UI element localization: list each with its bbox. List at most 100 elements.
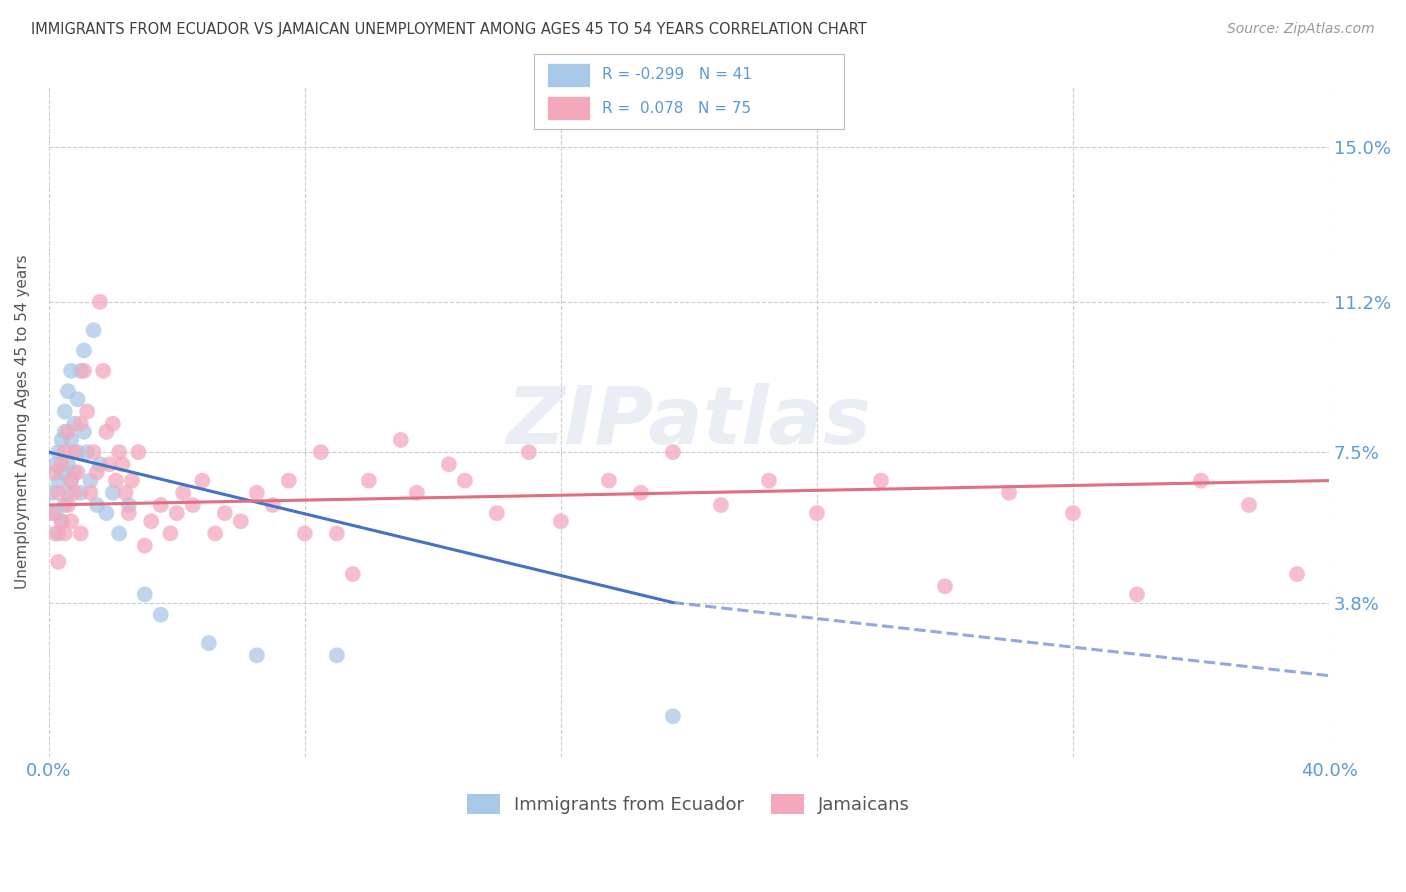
Point — [51, 466, 73, 480]
Point — [53, 404, 76, 418]
Point — [60, 474, 83, 488]
Point — [56, 384, 79, 399]
Point — [63, 466, 86, 480]
Point — [60, 474, 83, 488]
Point — [111, 458, 134, 472]
Point — [214, 506, 236, 520]
Point — [118, 498, 141, 512]
Point — [56, 458, 79, 472]
Point — [79, 485, 101, 500]
Point — [998, 485, 1021, 500]
Point — [56, 498, 79, 512]
Point — [53, 445, 76, 459]
Point — [73, 425, 96, 439]
Text: R = -0.299   N = 41: R = -0.299 N = 41 — [602, 67, 752, 82]
Point — [96, 506, 118, 520]
Point — [96, 425, 118, 439]
Point — [197, 636, 219, 650]
Point — [83, 445, 105, 459]
Point — [108, 445, 131, 459]
Point — [51, 514, 73, 528]
Point — [44, 506, 66, 520]
Point — [91, 364, 114, 378]
Y-axis label: Unemployment Among Ages 45 to 54 years: Unemployment Among Ages 45 to 54 years — [15, 254, 30, 589]
Point — [41, 485, 63, 500]
Point — [66, 392, 89, 407]
Text: R =  0.078   N = 75: R = 0.078 N = 75 — [602, 101, 751, 116]
Text: Source: ZipAtlas.com: Source: ZipAtlas.com — [1227, 22, 1375, 37]
Point — [277, 474, 299, 488]
Point — [662, 709, 685, 723]
Point — [454, 474, 477, 488]
Point — [166, 506, 188, 520]
Point — [326, 526, 349, 541]
Point — [114, 485, 136, 500]
Point — [48, 526, 70, 541]
Point — [149, 607, 172, 622]
Point — [517, 445, 540, 459]
Point — [1126, 587, 1149, 601]
Point — [246, 648, 269, 663]
Point — [79, 474, 101, 488]
Point — [389, 433, 412, 447]
Point — [437, 458, 460, 472]
Point — [53, 425, 76, 439]
Bar — [547, 62, 591, 87]
Point — [53, 498, 76, 512]
Point — [66, 466, 89, 480]
Point — [76, 404, 98, 418]
Point — [806, 506, 828, 520]
Point — [326, 648, 349, 663]
Point — [69, 485, 91, 500]
Point — [48, 555, 70, 569]
Point — [86, 466, 108, 480]
Point — [51, 433, 73, 447]
Point — [1062, 506, 1084, 520]
Point — [121, 474, 143, 488]
Point — [66, 445, 89, 459]
Point — [60, 364, 83, 378]
Point — [141, 514, 163, 528]
Point — [630, 485, 652, 500]
Point — [134, 587, 156, 601]
Point — [485, 506, 508, 520]
Point — [63, 445, 86, 459]
Point — [357, 474, 380, 488]
Point — [262, 498, 284, 512]
Point — [44, 526, 66, 541]
Point — [60, 433, 83, 447]
Point — [159, 526, 181, 541]
Point — [76, 445, 98, 459]
Point — [229, 514, 252, 528]
Point — [63, 417, 86, 431]
Point — [48, 445, 70, 459]
Point — [104, 474, 127, 488]
Point — [118, 506, 141, 520]
Point — [342, 567, 364, 582]
Point — [63, 485, 86, 500]
Point — [870, 474, 893, 488]
Point — [101, 417, 124, 431]
Point — [56, 425, 79, 439]
Point — [48, 485, 70, 500]
Text: ZIPatlas: ZIPatlas — [506, 383, 872, 460]
Point — [83, 323, 105, 337]
Text: IMMIGRANTS FROM ECUADOR VS JAMAICAN UNEMPLOYMENT AMONG AGES 45 TO 54 YEARS CORRE: IMMIGRANTS FROM ECUADOR VS JAMAICAN UNEM… — [31, 22, 866, 37]
Point — [89, 294, 111, 309]
Point — [309, 445, 332, 459]
Point — [758, 474, 780, 488]
Point — [1237, 498, 1260, 512]
Bar — [547, 96, 591, 120]
Point — [69, 364, 91, 378]
Point — [246, 485, 269, 500]
Point — [204, 526, 226, 541]
Point — [550, 514, 572, 528]
Point — [127, 445, 149, 459]
Point — [934, 579, 956, 593]
Point — [86, 498, 108, 512]
Point — [710, 498, 733, 512]
Point — [44, 466, 66, 480]
Point — [172, 485, 194, 500]
Point — [101, 485, 124, 500]
Point — [73, 343, 96, 358]
